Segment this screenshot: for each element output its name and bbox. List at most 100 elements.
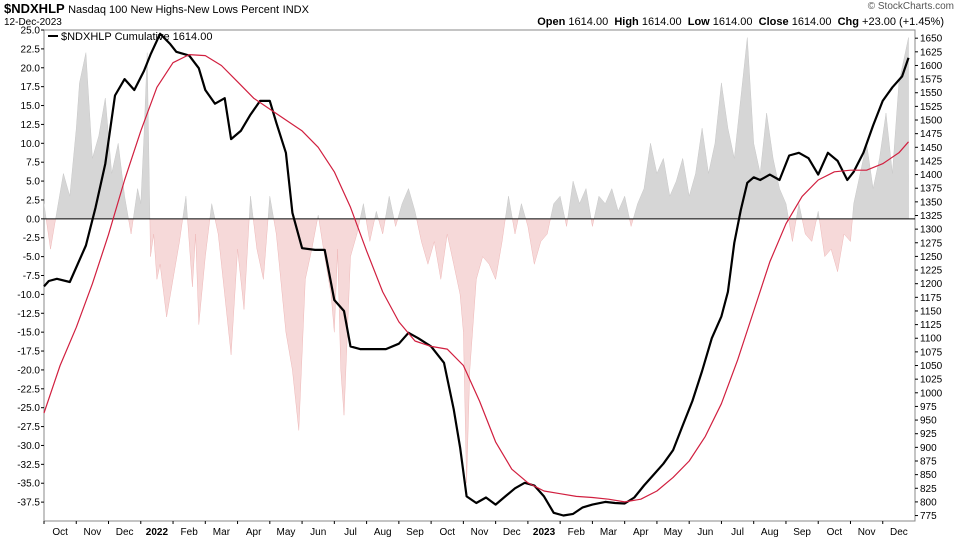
right-tick-label: 1650 (920, 34, 943, 45)
right-tick-label: 1175 (920, 293, 942, 304)
right-tick-label: 1500 (920, 116, 943, 127)
x-tick-label: Apr (633, 527, 649, 538)
right-tick-label: 1550 (920, 88, 943, 99)
x-tick-label: Dec (116, 527, 134, 538)
x-tick-label: Nov (471, 527, 489, 538)
plot-frame (43, 29, 916, 522)
open-label: Open (537, 16, 566, 28)
left-tick-label: 12.5 (21, 120, 41, 131)
right-tick-label: 1225 (920, 266, 943, 277)
right-tick-label: 1375 (920, 184, 943, 195)
left-tick-label: -10.0 (17, 290, 40, 301)
right-tick-label: 1575 (920, 75, 943, 86)
x-tick-label: 2023 (533, 527, 556, 538)
left-tick-label: 10.0 (21, 139, 41, 150)
chart-symbol: $NDXHLP Nasdaq 100 New Highs-New Lows Pe… (4, 1, 309, 16)
right-tick-label: 1425 (920, 156, 943, 167)
low-label: Low (687, 16, 710, 28)
x-tick-label: Oct (439, 527, 455, 538)
x-tick-label: Dec (503, 527, 521, 538)
x-tick-label: Jun (697, 527, 713, 538)
left-tick-label: 15.0 (21, 101, 41, 112)
x-tick-label: Aug (374, 527, 392, 538)
right-tick-label: 850 (920, 470, 937, 481)
open-value: 1614.00 (568, 16, 609, 28)
close-label: Close (758, 16, 789, 28)
x-tick-label: Apr (246, 527, 262, 538)
left-tick-label: -7.5 (23, 271, 41, 282)
chg-label: Chg (837, 16, 859, 28)
x-tick-label: Oct (52, 527, 68, 538)
right-tick-label: 950 (920, 416, 937, 427)
right-tick-label: 1350 (920, 197, 943, 208)
x-tick-label: Sep (406, 527, 424, 538)
x-tick-label: Jun (310, 527, 326, 538)
stockcharts-logo: © StockCharts.com (867, 1, 954, 12)
right-tick-label: 1300 (920, 225, 943, 236)
right-tick-label: 1625 (920, 47, 943, 58)
left-tick-label: 25.0 (21, 26, 41, 37)
symbol-text: $NDXHLP (4, 1, 65, 16)
left-tick-label: 20.0 (21, 63, 41, 74)
right-tick-label: 1475 (920, 129, 943, 140)
right-tick-label: 1450 (920, 143, 943, 154)
right-tick-label: 900 (920, 443, 937, 454)
left-tick-label: 2.5 (26, 195, 40, 206)
legend-label: $NDXHLP Cumulative 1614.00 (61, 31, 212, 43)
left-tick-label: -12.5 (17, 309, 40, 320)
left-tick-label: -30.0 (17, 441, 40, 452)
left-tick-label: -2.5 (23, 233, 41, 244)
moving-average-line (43, 54, 909, 503)
chart-date: 12-Dec-2023 (4, 17, 62, 28)
left-tick-label: -20.0 (17, 365, 40, 376)
left-tick-label: -25.0 (17, 403, 40, 414)
right-tick-label: 1275 (920, 238, 943, 249)
right-tick-label: 1100 (920, 334, 942, 345)
left-tick-label: -22.5 (17, 384, 40, 395)
right-tick-label: 775 (920, 511, 937, 522)
low-value: 1614.00 (712, 16, 753, 28)
x-tick-label: Aug (761, 527, 779, 538)
left-tick-label: -17.5 (17, 347, 40, 358)
left-tick-label: 7.5 (26, 158, 40, 169)
x-tick-label: Feb (568, 527, 586, 538)
right-tick-label: 975 (920, 402, 937, 413)
left-tick-label: 0.0 (26, 214, 40, 225)
high-label: High (614, 16, 639, 28)
ohlc-readout: Open 1614.00 High 1614.00 Low 1614.00 Cl… (537, 16, 944, 28)
x-tick-label: Nov (83, 527, 101, 538)
left-tick-label: -32.5 (17, 460, 40, 471)
x-tick-label: May (276, 527, 295, 538)
x-tick-label: Jul (344, 527, 357, 538)
right-tick-label: 1050 (920, 361, 943, 372)
histogram-positive (44, 37, 909, 219)
x-tick-label: Sep (793, 527, 811, 538)
right-tick-label: 1150 (920, 306, 942, 317)
right-tick-label: 875 (920, 456, 937, 467)
x-tick-label: Jul (731, 527, 744, 538)
left-tick-label: -27.5 (17, 422, 40, 433)
x-tick-label: Dec (890, 527, 908, 538)
left-tick-label: -5.0 (23, 252, 41, 263)
close-value: 1614.00 (791, 16, 832, 28)
right-tick-label: 1250 (920, 252, 943, 263)
right-tick-label: 1200 (920, 279, 943, 290)
right-tick-label: 800 (920, 497, 937, 508)
right-tick-label: 1525 (920, 102, 943, 113)
x-tick-label: Nov (858, 527, 876, 538)
left-tick-label: -15.0 (17, 328, 40, 339)
right-tick-label: 1125 (920, 320, 942, 331)
x-tick-label: May (664, 527, 683, 538)
right-tick-label: 825 (920, 484, 937, 495)
exchange-label: INDX (282, 4, 309, 16)
symbol-description: Nasdaq 100 New Highs-New Lows Percent (68, 4, 280, 16)
right-tick-label: 1325 (920, 211, 943, 222)
chg-value: +23.00 (+1.45%) (862, 16, 944, 28)
x-tick-label: Feb (181, 527, 199, 538)
x-tick-label: Mar (600, 527, 618, 538)
right-tick-label: 1000 (920, 388, 943, 399)
right-tick-label: 1400 (920, 170, 943, 181)
left-tick-label: 22.5 (21, 44, 41, 55)
